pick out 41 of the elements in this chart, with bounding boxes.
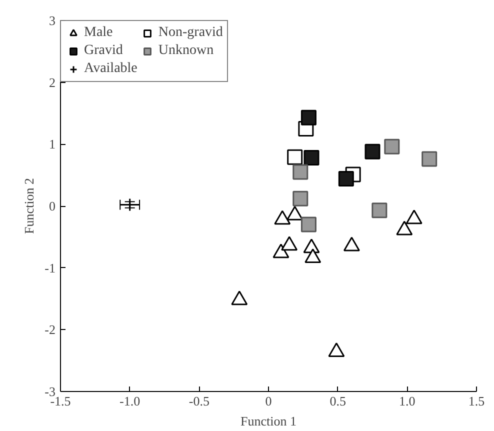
x-tick-label: -0.5 bbox=[188, 394, 210, 408]
point bbox=[304, 150, 320, 166]
point bbox=[406, 210, 422, 224]
point bbox=[343, 236, 360, 252]
y-tick-label: 1 bbox=[49, 136, 56, 152]
point bbox=[422, 151, 438, 167]
point bbox=[286, 206, 304, 220]
y-tick-label: -1 bbox=[44, 260, 56, 276]
x-tick-label: 1.5 bbox=[468, 394, 485, 408]
x-tick-label: 1.0 bbox=[399, 394, 416, 408]
point bbox=[396, 220, 413, 236]
point bbox=[338, 171, 354, 187]
point bbox=[292, 190, 308, 206]
y-tick-label: 2 bbox=[49, 74, 56, 90]
x-tick-label: 0.5 bbox=[330, 394, 346, 408]
point bbox=[328, 342, 345, 358]
point bbox=[372, 202, 388, 218]
x-tick-label: 0 bbox=[265, 394, 272, 408]
point bbox=[304, 248, 322, 264]
y-tick-label: -3 bbox=[44, 384, 56, 399]
point bbox=[287, 149, 303, 165]
point bbox=[274, 210, 291, 225]
point bbox=[272, 244, 290, 258]
y-axis-title: Function 2 bbox=[22, 178, 37, 234]
y-tick-label: 0 bbox=[49, 198, 56, 214]
point bbox=[281, 236, 298, 251]
point bbox=[292, 164, 308, 180]
point bbox=[300, 110, 316, 126]
y-tick-label: -2 bbox=[44, 322, 56, 338]
legend-label: Unknown bbox=[158, 43, 214, 59]
point bbox=[384, 138, 400, 154]
point bbox=[231, 290, 248, 306]
x-axis-title: Function 1 bbox=[240, 414, 296, 428]
x-tick-label: -1.0 bbox=[120, 394, 140, 408]
legend-label: Available bbox=[84, 61, 138, 77]
legend-label: Gravid bbox=[84, 43, 123, 59]
point bbox=[364, 144, 380, 160]
legend-label: Male bbox=[84, 25, 113, 41]
legend-label: Non-gravid bbox=[158, 25, 223, 41]
point bbox=[300, 216, 316, 232]
y-tick-label: 3 bbox=[49, 13, 56, 28]
